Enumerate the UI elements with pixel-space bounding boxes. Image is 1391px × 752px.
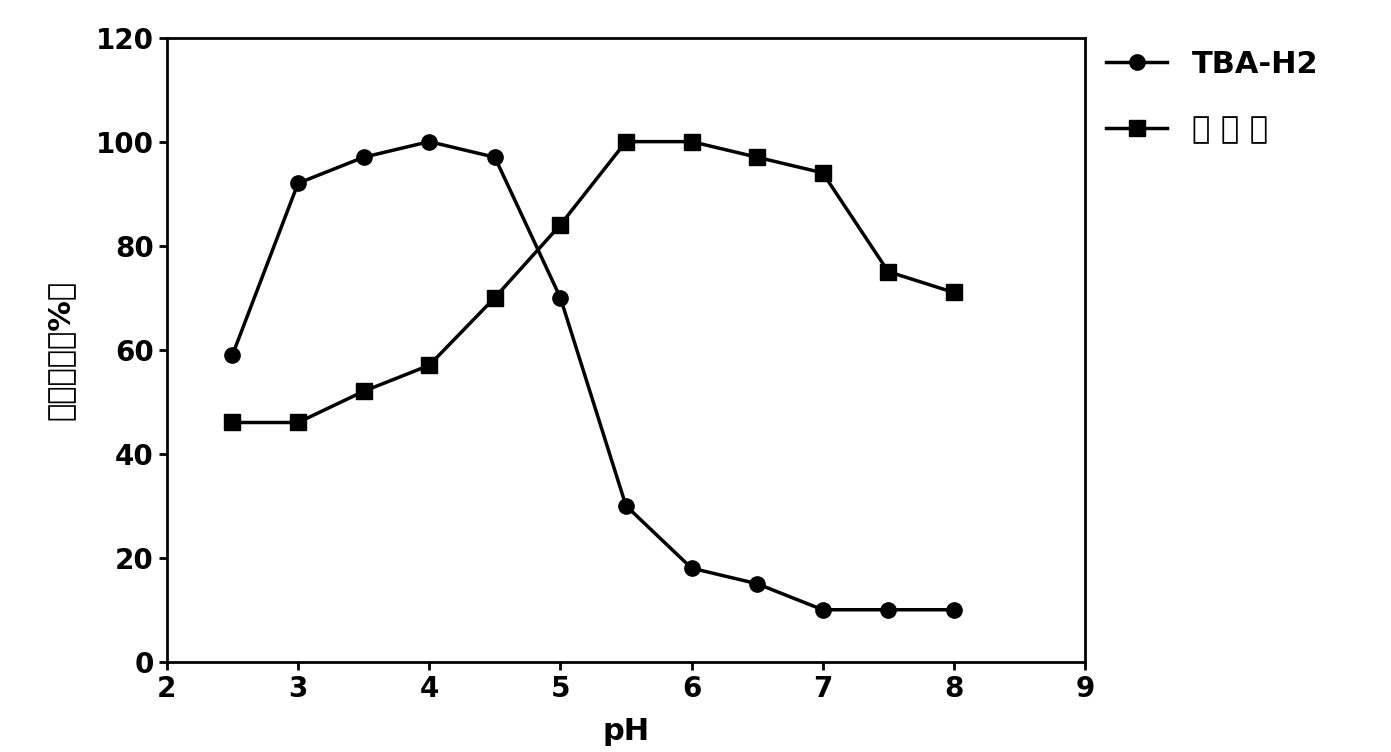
- 野 生 型: [683, 137, 700, 146]
- 野 生 型: [289, 418, 306, 427]
- 野 生 型: [487, 293, 504, 302]
- TBA-H2: [224, 350, 241, 359]
- TBA-H2: [487, 153, 504, 162]
- TBA-H2: [289, 179, 306, 188]
- 野 生 型: [881, 267, 897, 276]
- 野 生 型: [552, 220, 569, 229]
- 野 生 型: [224, 418, 241, 427]
- X-axis label: pH: pH: [602, 717, 650, 746]
- TBA-H2: [618, 502, 634, 511]
- TBA-H2: [421, 137, 438, 146]
- TBA-H2: [355, 153, 371, 162]
- Line: 野 生 型: 野 生 型: [225, 134, 961, 430]
- 野 生 型: [421, 361, 438, 370]
- 野 生 型: [946, 288, 963, 297]
- 野 生 型: [748, 153, 765, 162]
- TBA-H2: [946, 605, 963, 614]
- Line: TBA-H2: TBA-H2: [225, 134, 961, 617]
- Legend: TBA-H2, 野 生 型: TBA-H2, 野 生 型: [1095, 38, 1331, 156]
- TBA-H2: [683, 564, 700, 573]
- 野 生 型: [355, 387, 371, 396]
- 野 生 型: [618, 137, 634, 146]
- TBA-H2: [814, 605, 830, 614]
- Y-axis label: 相对酶活（%）: 相对酶活（%）: [46, 280, 75, 420]
- TBA-H2: [552, 293, 569, 302]
- TBA-H2: [748, 579, 765, 588]
- 野 生 型: [814, 168, 830, 177]
- TBA-H2: [881, 605, 897, 614]
